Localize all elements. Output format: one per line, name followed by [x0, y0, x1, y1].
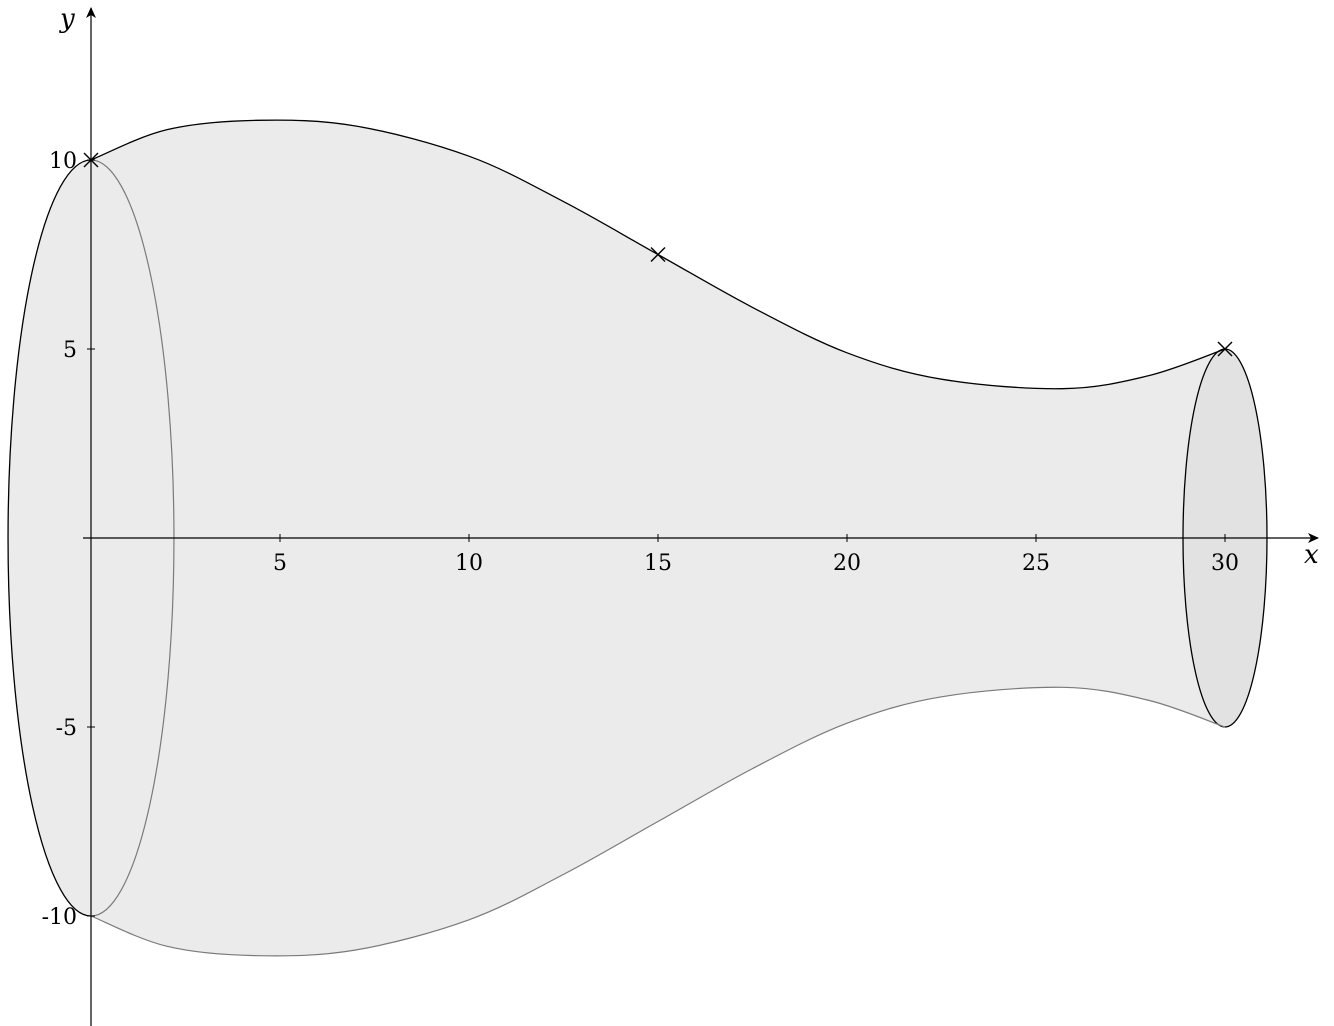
cross-stroke — [650, 247, 666, 262]
cross-marker — [83, 152, 99, 168]
cross-marker — [650, 247, 666, 262]
y-axis-label: y — [59, 4, 75, 34]
x-axis-label: x — [1304, 540, 1319, 570]
x-tick-label: 10 — [455, 551, 483, 576]
x-tick-label: 5 — [273, 551, 287, 576]
x-tick-label: 20 — [833, 551, 861, 576]
cross-stroke — [83, 152, 99, 168]
y-tick-label: -10 — [42, 905, 77, 930]
x-tick-label: 25 — [1022, 551, 1050, 576]
y-tick-label: 10 — [49, 149, 77, 174]
x-tick-label: 30 — [1211, 551, 1239, 576]
y-tick-label: -5 — [56, 716, 77, 741]
left-end-outer-arc — [7, 159, 92, 917]
x-tick-label: 15 — [644, 551, 672, 576]
y-tick-label: 5 — [63, 338, 77, 363]
bottom-profile-curve — [90, 686, 1226, 957]
cross-stroke — [1217, 341, 1233, 357]
cross-marker — [1217, 341, 1233, 357]
